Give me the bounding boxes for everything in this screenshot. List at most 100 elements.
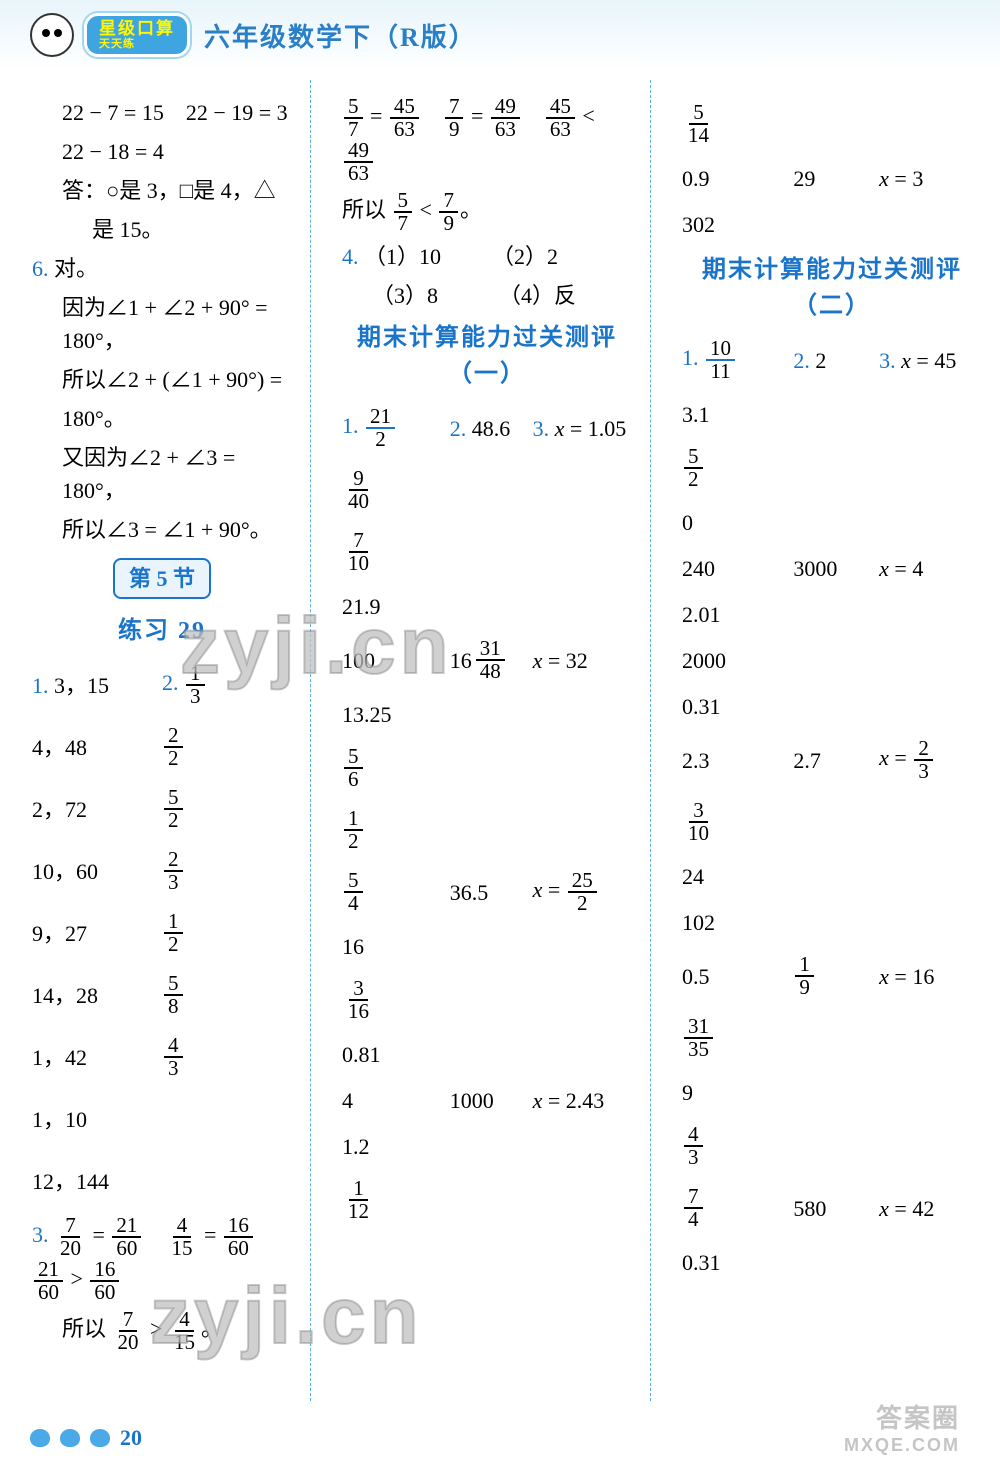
list-cell: 19 <box>793 954 879 998</box>
table-row: 14，28 58 <box>32 967 292 1023</box>
section-pill: 第 5 节 <box>113 558 211 599</box>
table-cell: 12，144 <box>32 1165 162 1198</box>
list-row: 12 <box>342 802 632 858</box>
list-cell: 2.01 <box>682 598 793 631</box>
c2-q2-label: 2. <box>450 416 467 441</box>
list-cell: 310 <box>682 800 793 844</box>
q6-body-0: 因为∠1 + ∠2 + 90° = 180°， <box>32 291 292 357</box>
c2-top-line2: 所以 57 < 79。 <box>342 190 632 234</box>
table-cell: 23 <box>162 849 292 893</box>
list-row: 2.01 <box>682 594 982 634</box>
list-row: 0.5 19 x = 16 <box>682 948 982 1004</box>
c2-q1-label: 1. <box>342 413 359 438</box>
q6-body-4: 所以∠3 = ∠1 + 90°。 <box>32 513 292 546</box>
list-row: 316 <box>342 972 632 1028</box>
table-cell: 4，48 <box>32 731 162 764</box>
table-cell: 1，10 <box>32 1103 162 1136</box>
c1-top-line-0: 22 − 7 = 15 22 − 19 = 3 <box>32 96 292 129</box>
list-cell: x = 4 <box>879 552 982 585</box>
paw-icon <box>90 1429 110 1447</box>
list-cell: x = 32 <box>533 644 632 677</box>
list-row: 240 3000 x = 4 <box>682 548 982 588</box>
table-row: 2，72 52 <box>32 781 292 837</box>
table-row: 1，10 <box>32 1091 292 1147</box>
list-row: 43 <box>682 1118 982 1174</box>
c3-r2b: 29 <box>793 162 879 195</box>
c2-q3-label: 3. <box>533 416 550 441</box>
list-cell: 1000 <box>450 1084 533 1117</box>
c2-q1-val: 21 2 <box>366 406 395 450</box>
page-title: 六年级数学下（R版） <box>204 17 477 54</box>
list-cell: 16 <box>342 930 450 963</box>
list-cell: 940 <box>342 468 450 512</box>
list-row: 112 <box>342 1172 632 1228</box>
practice-heading: 练习 29 <box>32 613 292 649</box>
q6-body-1: 所以∠2 + (∠1 + 90°) = <box>32 363 292 396</box>
list-row: 13.25 <box>342 694 632 734</box>
q6-text: 对。 <box>54 256 98 281</box>
c3-q3: 3. x = 45 <box>879 344 982 377</box>
c3-q1-label: 1. <box>682 345 699 370</box>
page-footer: 20 <box>30 1425 142 1451</box>
list-row: 21.9 <box>342 586 632 626</box>
c2-q2-val: 48.6 <box>472 416 511 441</box>
q4-item-3: （4）反 <box>499 283 576 308</box>
list-cell: 580 <box>793 1192 879 1225</box>
list-cell: 56 <box>342 746 450 790</box>
c3-top-frac-row: 5 14 <box>682 96 982 152</box>
table-cell: 9，27 <box>32 917 162 950</box>
c2-q3: 3. x = 1.05 <box>533 412 632 445</box>
list-row: 54 36.5 x = 252 <box>342 864 632 920</box>
list-cell: 240 <box>682 552 793 585</box>
practice-table: 1. 3，15 2. 13 4，48 22 2，72 52 10，60 23 9… <box>32 657 292 1209</box>
c1-answer-1: 答：○是 3，□是 4，△ <box>32 174 292 207</box>
table-cell: 22 <box>162 725 292 769</box>
list-cell: x = 2.43 <box>533 1084 632 1117</box>
list-cell: x = 23 <box>879 738 982 782</box>
list-cell: 2000 <box>682 644 793 677</box>
list-cell: x = 252 <box>533 870 632 914</box>
table-cell: 58 <box>162 973 292 1017</box>
c1-answer-2: 是 15。 <box>32 213 292 246</box>
c2-top-prefix: 所以 <box>342 197 386 222</box>
c2-q1: 1. 21 2 <box>342 406 450 450</box>
list-row: 16 <box>342 926 632 966</box>
c2-list: 940 710 21.9 100 163148 x = 32 13.25 56 … <box>342 462 632 1228</box>
list-row: 56 <box>342 740 632 796</box>
list-row: 2.3 2.7 x = 23 <box>682 732 982 788</box>
list-row: 3.1 <box>682 394 982 434</box>
table-row: 1，42 43 <box>32 1029 292 1085</box>
q4-item-2: （3）8 <box>372 283 438 308</box>
table-cell: 12 <box>162 911 292 955</box>
c1-q3-line2: 所以 720 > 415。 <box>32 1309 292 1353</box>
c3-headrow: 1. 10 11 2. 2 3. x = 45 <box>682 332 982 388</box>
list-cell: 21.9 <box>342 590 450 623</box>
c2-q4b: （3）8 （4）反 <box>342 279 632 312</box>
table-row: 9，27 12 <box>32 905 292 961</box>
list-cell: 52 <box>682 446 793 490</box>
mascot-icon <box>30 13 74 57</box>
list-row: 940 <box>342 462 632 518</box>
list-row: 0.31 <box>682 1242 982 1282</box>
column-2: 57 = 4563 79 = 4963 4563 < 4963 所以 57 < … <box>310 80 650 1410</box>
c2-headrow: 1. 21 2 2. 48.6 3. x = 1.05 <box>342 400 632 456</box>
list-cell: 12 <box>342 808 450 852</box>
list-cell: 0 <box>682 506 793 539</box>
list-cell: 4 <box>342 1084 450 1117</box>
list-row: 710 <box>342 524 632 580</box>
list-cell: x = 16 <box>879 960 982 993</box>
list-row: 0 <box>682 502 982 542</box>
list-cell: 74 <box>682 1186 793 1230</box>
c3-row3: 302 <box>682 204 982 244</box>
list-cell: 102 <box>682 906 793 939</box>
c3-q1-val: 10 11 <box>706 338 735 382</box>
q4-label: 4. <box>342 244 359 269</box>
list-cell: 0.5 <box>682 960 793 993</box>
paw-icon <box>60 1429 80 1447</box>
list-row: 74 580 x = 42 <box>682 1180 982 1236</box>
q3-line2-frac: 720 > 415 <box>112 1316 201 1341</box>
list-row: 102 <box>682 902 982 942</box>
table-cell: 1，42 <box>32 1041 162 1074</box>
list-cell: 316 <box>342 978 450 1022</box>
q3-label: 3. <box>32 1222 49 1247</box>
